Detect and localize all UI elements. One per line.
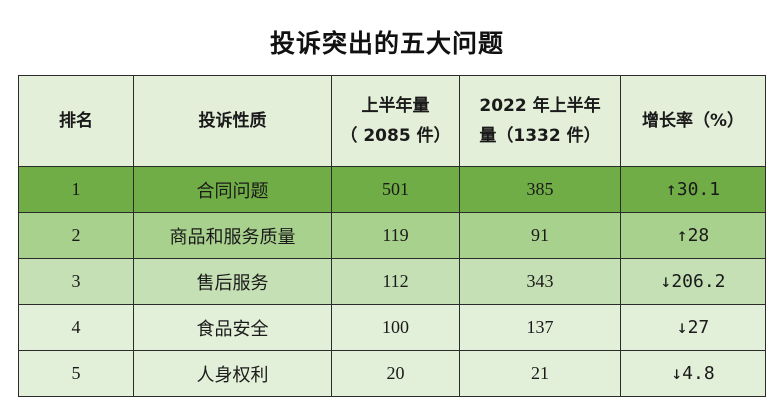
cell-growth-rate: ↑30.1 <box>620 166 766 213</box>
header-row: 排名 投诉性质 上半年量 （ 2085 件） 2022 年上半年 量（1332 … <box>18 75 766 167</box>
header-first-half-volume-line1: 上半年量 <box>361 96 430 116</box>
cell-rank: 5 <box>18 350 134 397</box>
cell-2022-volume: 343 <box>459 258 621 305</box>
cell-first-half-volume: 20 <box>331 350 460 397</box>
cell-rank: 4 <box>18 304 134 351</box>
header-first-half-volume: 上半年量 （ 2085 件） <box>331 75 460 167</box>
header-2022-first-half-volume: 2022 年上半年 量（1332 件） <box>459 75 621 167</box>
cell-complaint-type: 食品安全 <box>133 304 332 351</box>
cell-2022-volume: 385 <box>459 166 621 213</box>
header-complaint-type: 投诉性质 <box>133 75 332 167</box>
cell-first-half-volume: 119 <box>331 212 460 259</box>
complaints-table: 排名 投诉性质 上半年量 （ 2085 件） 2022 年上半年 量（1332 … <box>18 75 766 397</box>
header-growth-rate: 增长率（%） <box>620 75 766 167</box>
cell-first-half-volume: 112 <box>331 258 460 305</box>
header-first-half-volume-line2: （ 2085 件） <box>340 126 451 146</box>
table-row: 4 食品安全 100 137 ↓27 <box>18 304 766 351</box>
cell-rank: 2 <box>18 212 134 259</box>
cell-2022-volume: 91 <box>459 212 621 259</box>
header-rank: 排名 <box>18 75 134 167</box>
header-2022-volume-line2: 量（1332 件） <box>479 126 601 146</box>
cell-rank: 3 <box>18 258 134 305</box>
cell-growth-rate: ↓27 <box>620 304 766 351</box>
table-row: 3 售后服务 112 343 ↓206.2 <box>18 258 766 305</box>
cell-first-half-volume: 501 <box>331 166 460 213</box>
cell-complaint-type: 合同问题 <box>133 166 332 213</box>
cell-2022-volume: 21 <box>459 350 621 397</box>
cell-2022-volume: 137 <box>459 304 621 351</box>
cell-first-half-volume: 100 <box>331 304 460 351</box>
cell-rank: 1 <box>18 166 134 213</box>
table-row: 2 商品和服务质量 119 91 ↑28 <box>18 212 766 259</box>
cell-growth-rate: ↓206.2 <box>620 258 766 305</box>
header-2022-volume-line1: 2022 年上半年 <box>479 96 601 116</box>
cell-growth-rate: ↑28 <box>620 212 766 259</box>
cell-growth-rate: ↓4.8 <box>620 350 766 397</box>
table-row: 1 合同问题 501 385 ↑30.1 <box>18 166 766 213</box>
table-row: 5 人身权利 20 21 ↓4.8 <box>18 350 766 397</box>
cell-complaint-type: 售后服务 <box>133 258 332 305</box>
table-title: 投诉突出的五大问题 <box>269 29 504 58</box>
cell-complaint-type: 商品和服务质量 <box>133 212 332 259</box>
cell-complaint-type: 人身权利 <box>133 350 332 397</box>
